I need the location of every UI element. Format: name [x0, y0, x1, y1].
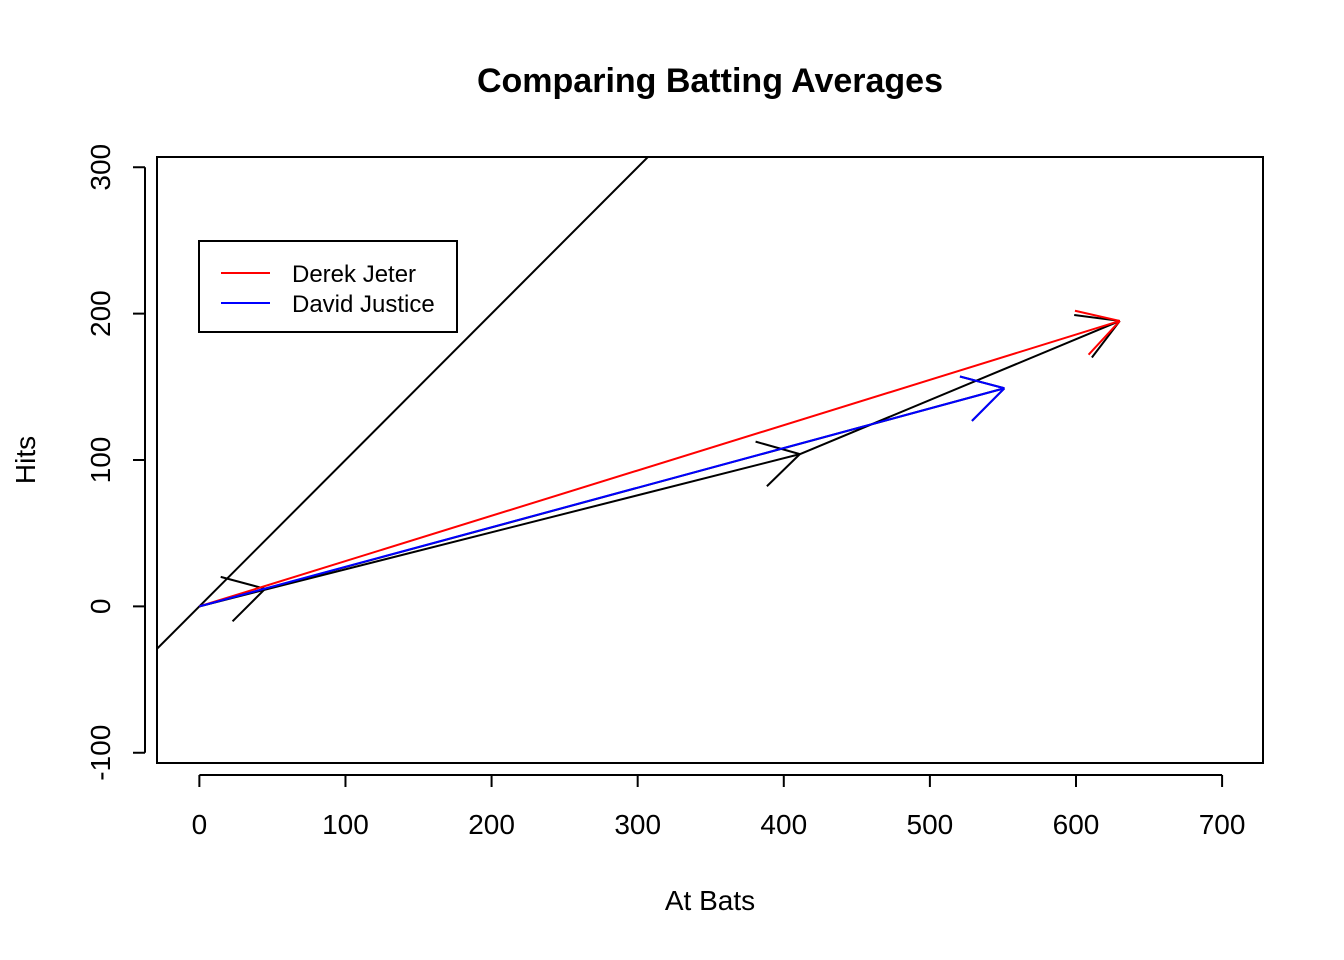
component-vector-1-head-b [755, 440, 801, 456]
x-tick-label: 500 [907, 809, 954, 840]
x-tick-label: 700 [1199, 809, 1246, 840]
x-axis-label: At Bats [665, 885, 755, 916]
component-vector-3-shaft [799, 320, 1121, 456]
series-arrow-derek-jeter-head-b [1074, 309, 1121, 322]
y-tick-label: -100 [85, 725, 116, 781]
x-tick-label: 200 [468, 809, 515, 840]
component-vector-1 [199, 440, 801, 608]
y-axis: -100 0 100 200 300 [85, 144, 146, 781]
series-arrow-derek-jeter-head-a [1087, 320, 1121, 356]
component-vector-1-shaft [199, 453, 801, 608]
y-axis-label: Hits [10, 436, 41, 484]
y-tick-label: 100 [85, 437, 116, 484]
series-arrow-derek-jeter [199, 309, 1121, 608]
series-arrow-david-justice [199, 375, 1006, 608]
component-vector-2 [264, 375, 1006, 590]
x-tick-label: 0 [192, 809, 208, 840]
x-tick-label: 400 [760, 809, 807, 840]
plot-frame [156, 156, 1264, 764]
y-tick-label: 200 [85, 290, 116, 337]
series-arrow-david-justice-head-a [971, 387, 1006, 422]
legend-label-derek-jeter: Derek Jeter [292, 261, 416, 288]
y-tick-label: 300 [85, 144, 116, 191]
reference-line [157, 157, 650, 650]
chart-title: Comparing Batting Averages [477, 62, 943, 100]
legend-box [198, 240, 458, 333]
component-vector-1-head-a [766, 453, 801, 487]
component-vector-0-head-a [231, 588, 266, 623]
series-arrow-david-justice-head-b [959, 375, 1005, 390]
series-arrow-derek-jeter-shaft [199, 319, 1121, 608]
series-arrow-david-justice-shaft [199, 387, 1005, 608]
plot-area [157, 157, 1121, 650]
component-vector-0-head-b [220, 575, 266, 590]
x-axis: 0 100 200 300 400 500 600 700 [192, 774, 1246, 840]
x-tick-label: 100 [322, 809, 369, 840]
legend-label-david-justice: David Justice [292, 291, 435, 318]
x-tick-label: 600 [1053, 809, 1100, 840]
x-tick-label: 300 [614, 809, 661, 840]
y-tick-label: 0 [85, 599, 116, 615]
component-vector-0 [199, 575, 266, 623]
legend: Derek Jeter David Justice [198, 240, 458, 333]
